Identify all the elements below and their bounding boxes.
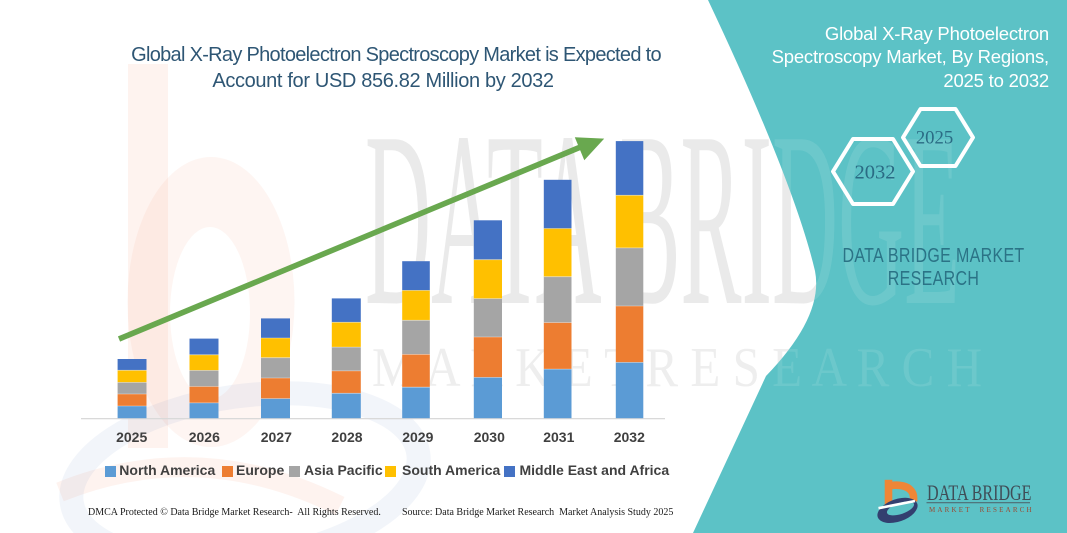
svg-text:2032: 2032 bbox=[855, 162, 896, 184]
svg-text:2025: 2025 bbox=[916, 128, 953, 149]
